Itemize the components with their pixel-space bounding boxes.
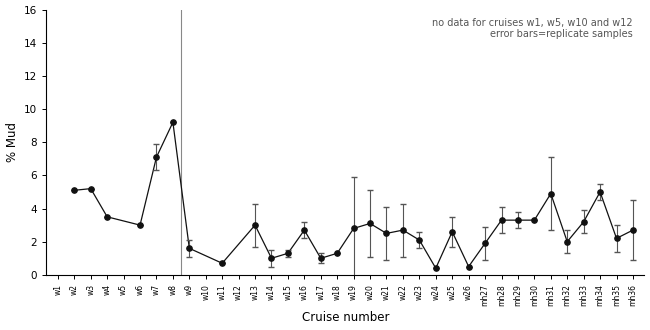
X-axis label: Cruise number: Cruise number [302,312,389,324]
Text: no data for cruises w1, w5, w10 and w12
error bars=replicate samples: no data for cruises w1, w5, w10 and w12 … [432,17,632,39]
Y-axis label: % Mud: % Mud [6,122,19,162]
